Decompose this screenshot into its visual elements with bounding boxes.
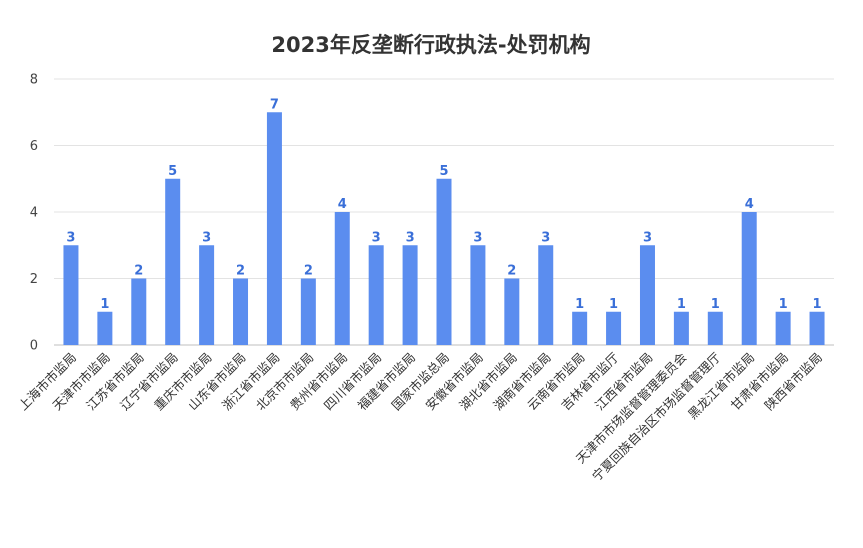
bar	[131, 278, 147, 345]
y-tick-label: 8	[30, 73, 38, 88]
bars	[63, 112, 825, 345]
bar	[470, 245, 486, 345]
bar	[368, 245, 384, 345]
data-label: 3	[202, 230, 211, 245]
data-label: 2	[236, 264, 245, 279]
bar	[606, 311, 622, 345]
data-labels: 3 1 2 5 3 2 7 2 4 3 3 5 3 2 3 1 1 3 1 1 4 1 1	[66, 97, 821, 312]
bar	[504, 278, 520, 345]
chart-title: 2023年反垄断行政执法-处罚机构	[271, 33, 590, 57]
data-label: 3	[541, 230, 550, 245]
bar	[707, 311, 723, 345]
data-label: 3	[406, 230, 415, 245]
data-label: 4	[338, 197, 347, 212]
bar	[572, 311, 588, 345]
data-label: 3	[643, 230, 652, 245]
y-tick-label: 4	[30, 206, 38, 221]
data-label: 2	[134, 264, 143, 279]
data-label: 1	[711, 297, 720, 312]
bar	[233, 278, 249, 345]
bar	[97, 311, 113, 345]
data-label: 1	[779, 297, 788, 312]
data-label: 1	[609, 297, 618, 312]
y-axis: 0 2 4 6 8	[30, 73, 38, 354]
y-tick-label: 0	[30, 339, 38, 354]
bar	[199, 245, 215, 345]
data-label: 3	[372, 230, 381, 245]
data-label: 4	[745, 197, 754, 212]
bar	[673, 311, 689, 345]
bar	[402, 245, 418, 345]
bar	[334, 212, 350, 345]
bar	[300, 278, 316, 345]
data-label: 5	[168, 164, 177, 179]
x-axis: 上海市市监局天津市市监局江苏省市监局辽宁省市监局重庆市市监局山东省市监局浙江省市…	[15, 349, 825, 484]
bar	[266, 112, 282, 345]
data-label: 2	[304, 264, 313, 279]
data-label: 1	[100, 297, 109, 312]
bar	[538, 245, 554, 345]
bar	[809, 311, 825, 345]
data-label: 1	[575, 297, 584, 312]
y-tick-label: 2	[30, 272, 38, 287]
data-label: 2	[507, 264, 516, 279]
bar	[775, 311, 791, 345]
data-label: 1	[813, 297, 822, 312]
data-label: 1	[677, 297, 686, 312]
data-label: 5	[439, 164, 448, 179]
data-label: 7	[270, 97, 279, 112]
bar	[165, 178, 181, 345]
data-label: 3	[66, 230, 75, 245]
y-tick-label: 6	[30, 139, 38, 154]
bar	[63, 245, 79, 345]
data-label: 3	[473, 230, 482, 245]
bar	[741, 212, 757, 345]
bar	[639, 245, 655, 345]
bar	[436, 178, 452, 345]
